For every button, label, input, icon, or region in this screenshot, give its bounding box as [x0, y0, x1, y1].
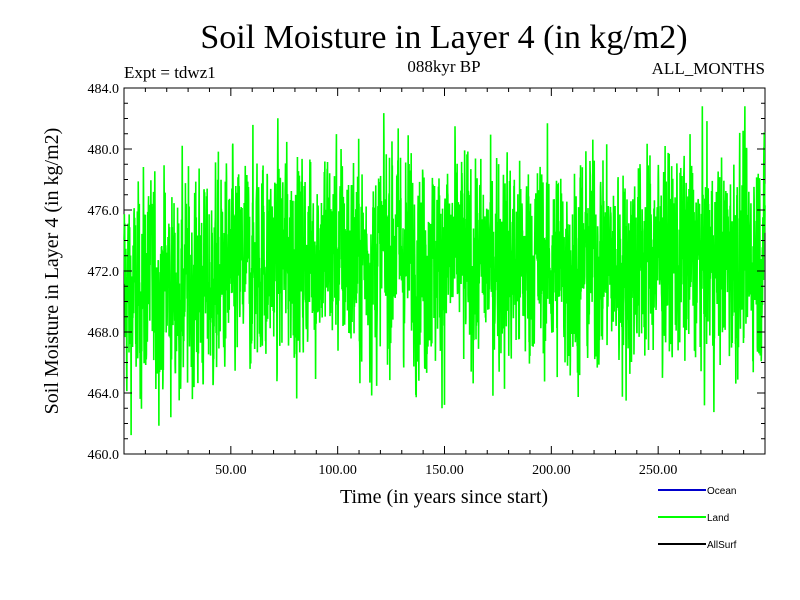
experiment-label: Expt = tdwz1: [124, 63, 216, 82]
x-axis-label: Time (in years since start): [340, 486, 548, 508]
legend-label-allsurf: AllSurf: [707, 540, 737, 551]
y-tick-label: 464.0: [88, 387, 120, 402]
period-label: 088kyr BP: [407, 57, 480, 76]
y-tick-label: 480.0: [88, 143, 120, 158]
chart-title: Soil Moisture in Layer 4 (in kg/m2): [200, 19, 687, 56]
y-axis-label: Soil Moisture in Layer 4 (in kg/m2): [41, 128, 63, 415]
y-tick-label: 476.0: [88, 204, 120, 219]
y-tick-label: 484.0: [88, 82, 120, 97]
series-line-land: [123, 106, 766, 436]
legend-label-ocean: Ocean: [707, 486, 736, 497]
months-label: ALL_MONTHS: [652, 59, 765, 78]
x-tick-label: 250.00: [639, 463, 678, 478]
data-layer: [123, 106, 766, 436]
x-tick-label: 100.00: [318, 463, 357, 478]
x-tick-label: 150.00: [425, 463, 464, 478]
y-tick-label: 472.0: [88, 265, 120, 280]
x-tick-label: 50.00: [215, 463, 247, 478]
y-tick-label: 460.0: [88, 448, 120, 463]
tick-layer: 50.00 100.00 150.00 200.00 250.00 460.0 464.0 4…: [88, 82, 765, 478]
y-tick-label: 468.0: [88, 326, 120, 341]
legend: Ocean Land AllSurf: [658, 486, 737, 551]
x-tick-label: 200.00: [532, 463, 571, 478]
legend-label-land: Land: [707, 513, 729, 524]
